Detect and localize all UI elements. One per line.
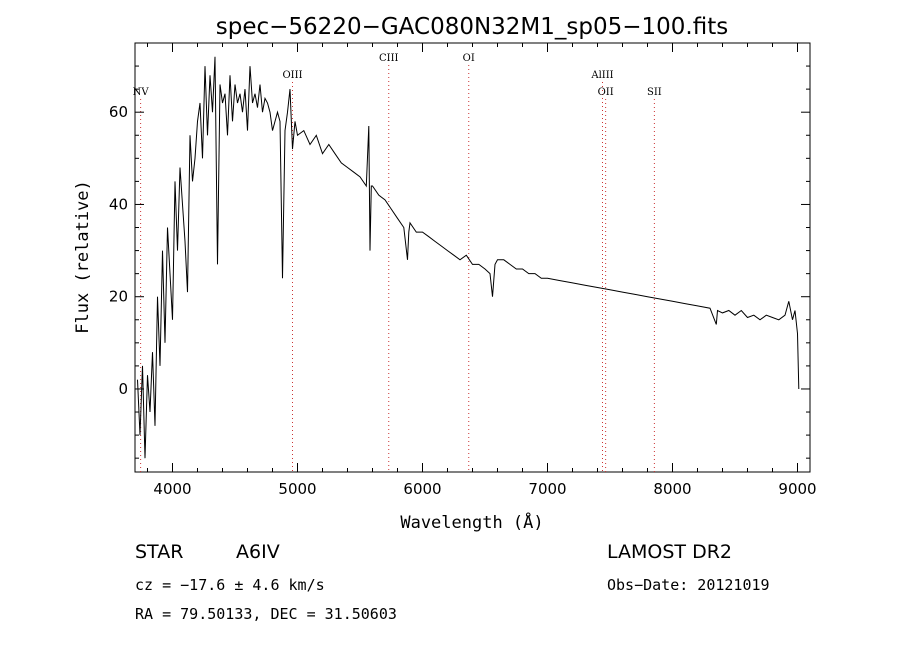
spectral-line-label-1: OIII: [282, 70, 302, 81]
y-tick-label-0: 0: [118, 380, 128, 398]
plot-frame: [134, 42, 811, 473]
redshift-text: cz = −17.6 ± 4.6 km/s: [135, 576, 325, 594]
spectral-line-label-3: OI: [463, 53, 475, 64]
spectrum-line: [137, 56, 800, 459]
axis-ticks: 4000 5000 6000 7000 8000 9000 0 20 40 60: [109, 42, 817, 498]
spectral-line-markers: NV OIII CIII OI AlIII OII SII: [133, 53, 662, 472]
x-tick-label-3: 7000: [528, 480, 566, 498]
object-class: STAR: [135, 541, 183, 563]
spectral-line-label-2: CIII: [379, 53, 399, 64]
spectral-line-label-5: OII: [598, 87, 614, 98]
x-tick-label-0: 4000: [153, 480, 191, 498]
y-tick-label-2: 40: [109, 195, 128, 213]
y-axis-label: Flux (relative): [73, 180, 93, 334]
y-tick-label-3: 60: [109, 103, 128, 121]
obs-date-text: Obs−Date: 20121019: [607, 576, 770, 594]
x-tick-label-4: 8000: [653, 480, 691, 498]
x-tick-label-2: 6000: [403, 480, 441, 498]
survey-name: LAMOST DR2: [607, 541, 732, 563]
spectral-line-label-6: SII: [647, 87, 662, 98]
y-tick-label-1: 20: [109, 288, 128, 306]
chart-title: spec−56220−GAC080N32M1_sp05−100.fits: [216, 14, 728, 40]
coordinates-text: RA = 79.50133, DEC = 31.50603: [135, 605, 397, 623]
x-tick-label-1: 5000: [278, 480, 316, 498]
x-axis-label: Wavelength (Å): [400, 511, 543, 533]
spectral-line-label-0: NV: [133, 87, 150, 98]
x-tick-label-5: 9000: [778, 480, 816, 498]
spectral-line-label-4: AlIII: [590, 70, 613, 81]
object-subclass: A6IV: [236, 541, 280, 563]
